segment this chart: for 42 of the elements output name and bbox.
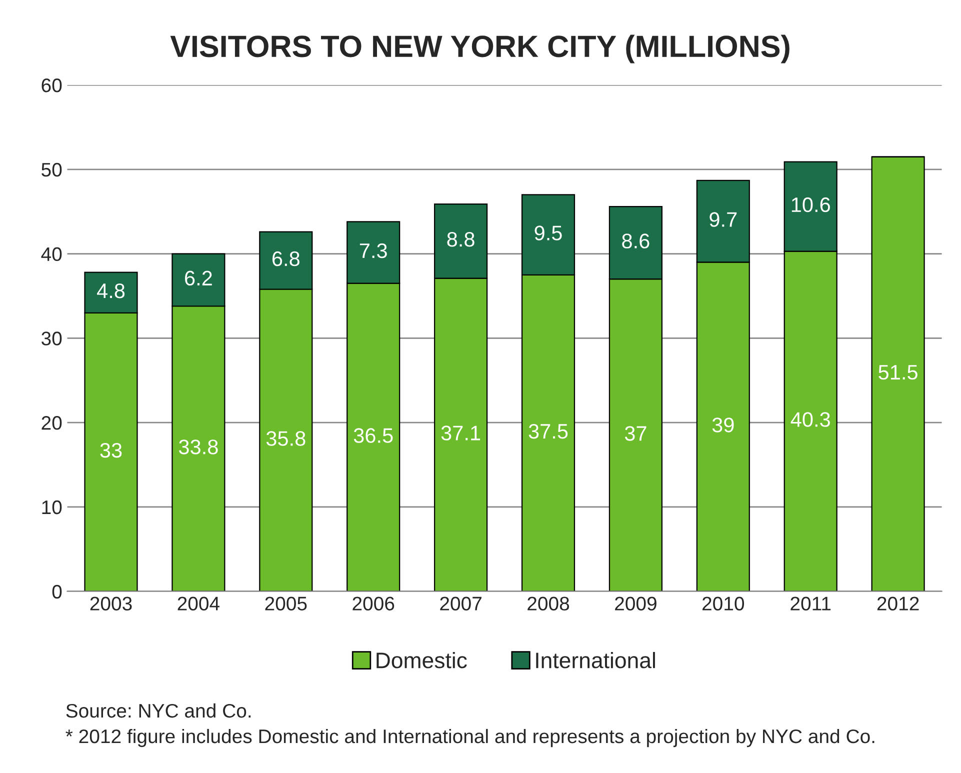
data-label: 39 bbox=[712, 418, 734, 432]
data-label: 6.2 bbox=[185, 270, 212, 286]
chart-title: VISITORS TO NEW YORK CITY (MILLIONS) bbox=[170, 34, 790, 64]
data-label: 40.3 bbox=[790, 412, 830, 427]
data-label: 6.8 bbox=[272, 251, 300, 266]
data-label: 35.8 bbox=[266, 431, 306, 446]
y-tick-label: 0 bbox=[52, 584, 62, 599]
x-tick-label: 2004 bbox=[178, 596, 220, 610]
data-label: 33.8 bbox=[178, 440, 218, 454]
text: * 2012 figure includes Domestic and International and represents a projection by NYC and Co. bbox=[66, 728, 874, 748]
data-label: 9.5 bbox=[534, 226, 562, 240]
x-tick-label: 2007 bbox=[440, 596, 482, 610]
data-label: 10.6 bbox=[792, 197, 830, 212]
data-label: 8.8 bbox=[447, 232, 474, 247]
data-label: 36.5 bbox=[354, 428, 393, 443]
x-tick-label: 2008 bbox=[528, 596, 570, 610]
y-tick-label: 20 bbox=[42, 416, 62, 430]
legend-label: Domestic bbox=[376, 652, 467, 668]
data-label: 9.7 bbox=[710, 212, 737, 227]
source-note: Source: NYC and Co. bbox=[66, 703, 251, 718]
data-label: 37 bbox=[624, 426, 646, 441]
x-tick-label: 2006 bbox=[352, 596, 394, 610]
data-label: 33 bbox=[100, 442, 122, 458]
y-tick-label: 30 bbox=[42, 332, 62, 346]
data-label: 7.3 bbox=[360, 243, 387, 258]
y-tick-label: 50 bbox=[42, 162, 62, 177]
x-tick-label: 2003 bbox=[90, 596, 132, 610]
x-tick-label: 2010 bbox=[702, 596, 744, 610]
data-label: 37.1 bbox=[441, 426, 480, 440]
data-label: 4.8 bbox=[96, 283, 125, 298]
legend-label: International bbox=[536, 652, 655, 668]
data-label: 51.5 bbox=[878, 365, 918, 380]
data-label: 37.5 bbox=[528, 424, 568, 439]
x-tick-label: 2005 bbox=[265, 596, 307, 610]
x-tick-label: 2011 bbox=[790, 596, 831, 610]
y-tick-label: 40 bbox=[41, 247, 62, 262]
data-label: 8.6 bbox=[622, 234, 650, 248]
x-tick-label: 2012 bbox=[877, 596, 919, 610]
x-tick-label: 2009 bbox=[615, 596, 656, 610]
y-tick-label: 10 bbox=[42, 500, 62, 514]
y-tick-label: 60 bbox=[42, 78, 62, 92]
bar bbox=[871, 156, 925, 592]
